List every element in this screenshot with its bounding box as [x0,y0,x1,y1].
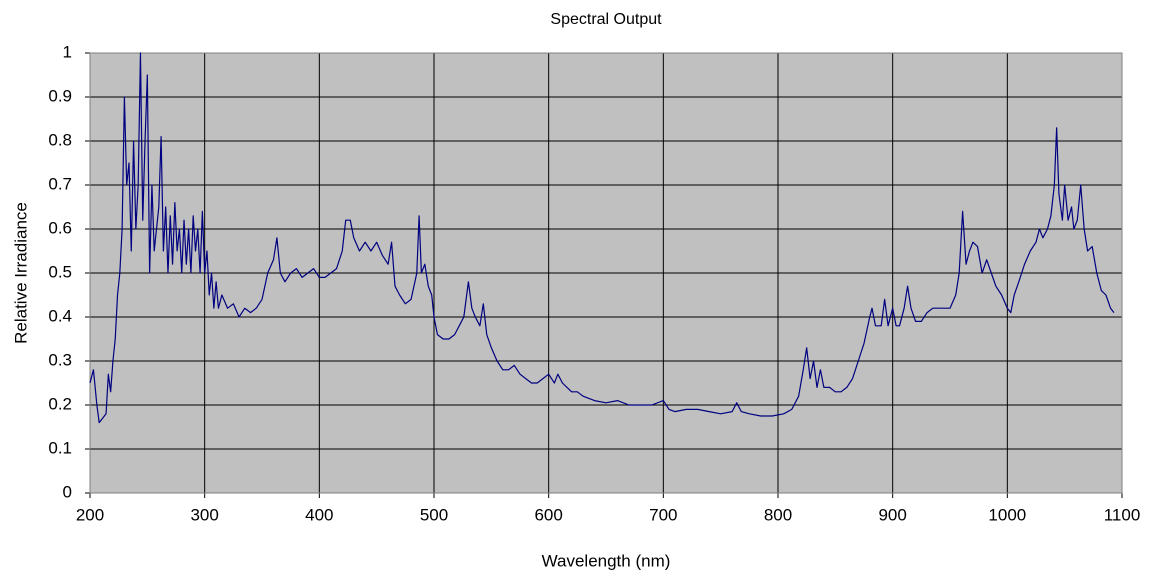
y-tick-label: 0.5 [48,262,72,281]
y-tick-label: 0.3 [48,350,72,369]
y-tick-label: 0.6 [48,218,72,237]
x-tick-label: 400 [305,505,333,524]
y-tick-label: 0.7 [48,174,72,193]
y-tick-label: 0 [63,482,72,501]
x-tick-label: 200 [76,505,104,524]
y-tick-label: 0.8 [48,130,72,149]
series-line [89,52,1115,424]
chart-title: Spectral Output [550,11,662,28]
y-tick-label: 0.1 [48,438,72,457]
y-tick-label: 0.4 [48,306,72,325]
x-tick-label: 300 [190,505,218,524]
x-tick-label: 800 [764,505,792,524]
x-tick-label: 1000 [988,505,1026,524]
y-tick-label: 1 [63,42,72,61]
plot-border [89,52,1123,494]
y-tick-label: 0.2 [48,394,72,413]
x-tick-label: 500 [420,505,448,524]
x-axis-label: Wavelength (nm) [542,551,671,570]
x-tick-label: 1100 [1104,505,1141,524]
x-tick-label: 600 [534,505,562,524]
x-tick-label: 900 [878,505,906,524]
y-tick-label: 0.9 [48,86,72,105]
x-tick-label: 700 [649,505,677,524]
y-axis-label: Relative Irradiance [11,202,30,344]
